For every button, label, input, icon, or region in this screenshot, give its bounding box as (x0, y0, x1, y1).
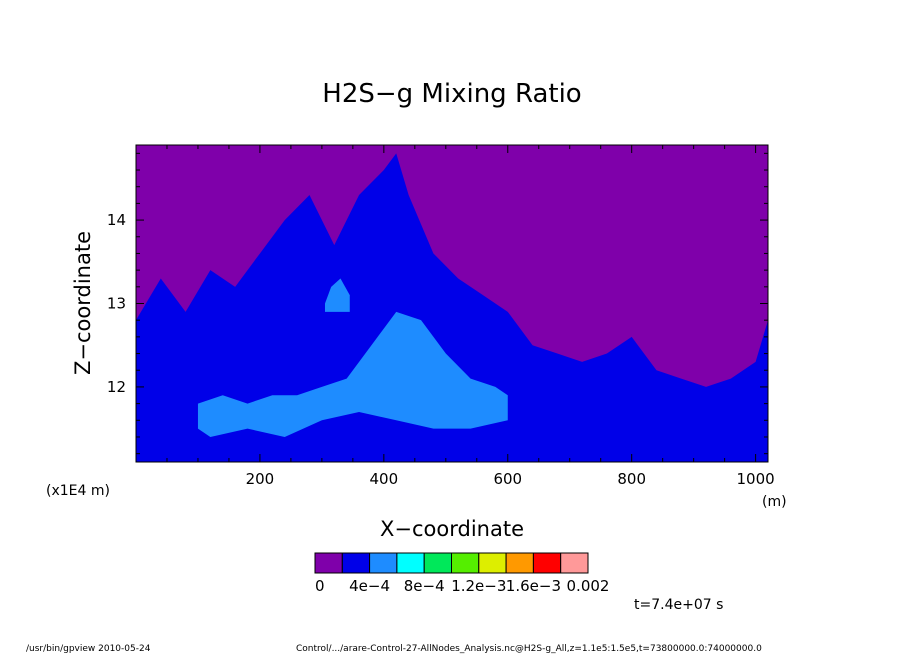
colorbar-swatch (341, 552, 371, 574)
x-axis: 200 400 600 800 1000 (166, 145, 775, 488)
colorbar-swatch (505, 552, 534, 574)
colorbar-swatch (396, 552, 425, 574)
y-axis: 12 13 14 (107, 152, 768, 455)
x-tick-label: 200 (246, 470, 275, 488)
x-unit-label: (m) (762, 494, 787, 510)
footer-right: Control/.../arare-Control-27-AllNodes_An… (296, 644, 762, 654)
x-tick-label: 1000 (737, 470, 775, 488)
colorbar-swatch (451, 552, 480, 574)
x-tick-label: 600 (493, 470, 522, 488)
colorbar-label: 1.6e−3 (506, 577, 561, 595)
x-axis-label: X−coordinate (380, 517, 524, 541)
colorbar-label: 1.2e−3 (451, 577, 506, 595)
chart-title: H2S−g Mixing Ratio (322, 79, 581, 109)
colorbar: 0 4e−4 8e−4 1.2e−3 1.6e−3 0.002 (314, 552, 610, 595)
colorbar-swatch (532, 552, 562, 574)
colorbar-swatch (314, 552, 343, 574)
colorbar-swatch (423, 552, 453, 574)
colorbar-label: 8e−4 (404, 577, 445, 595)
contour-region (324, 278, 350, 312)
x-tick-label: 800 (617, 470, 646, 488)
time-annotation: t=7.4e+07 s (634, 597, 723, 613)
colorbar-label: 4e−4 (349, 577, 390, 595)
y-tick-label: 12 (107, 378, 126, 396)
colorbar-swatch (369, 552, 398, 574)
footer-left: /usr/bin/gpview 2010-05-24 (26, 644, 151, 654)
x-tick-label: 400 (370, 470, 399, 488)
y-tick-label: 13 (107, 295, 126, 313)
colorbar-swatch (560, 552, 589, 574)
colorbar-label: 0.002 (567, 577, 610, 595)
y-axis-label: Z−coordinate (71, 231, 95, 375)
y-unit-label: (x1E4 m) (46, 483, 110, 499)
contour-region (197, 311, 508, 437)
plot-area (136, 145, 768, 462)
colorbar-swatch (478, 552, 507, 574)
contour-region (136, 153, 768, 462)
colorbar-label: 0 (315, 577, 325, 595)
y-tick-label: 14 (107, 211, 126, 229)
